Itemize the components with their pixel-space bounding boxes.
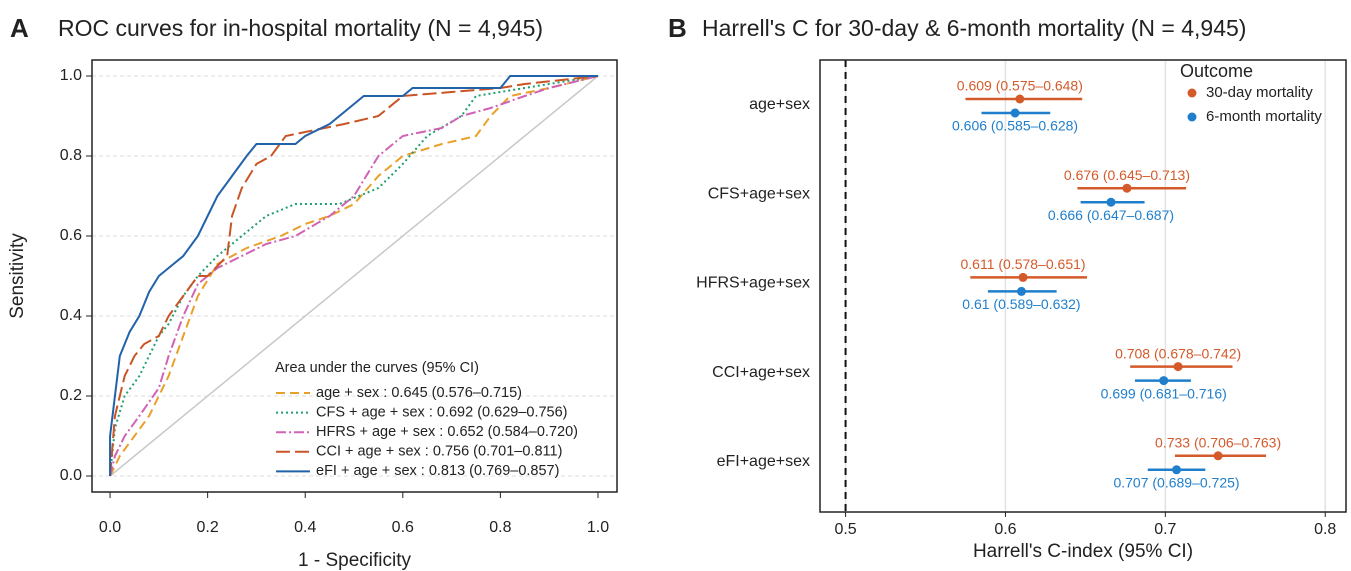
roc-curve [109, 75, 599, 477]
value-label: 0.606 (0.585–0.628) [952, 118, 1078, 134]
value-label: 0.707 (0.689–0.725) [1113, 475, 1239, 491]
point [1172, 465, 1182, 475]
y-tick-label: age+sex [749, 96, 810, 113]
y-tick-label: 0.0 [60, 467, 82, 484]
diagonal [109, 75, 599, 477]
value-label: 0.666 (0.647–0.687) [1048, 207, 1174, 223]
value-label: 0.733 (0.706–0.763) [1155, 435, 1281, 451]
x-tick-label: 0.0 [99, 519, 121, 536]
x-tick-label: 0.5 [834, 521, 856, 538]
panel-label: A [10, 13, 29, 43]
y-tick-label: eFI+age+sex [717, 453, 810, 470]
legend-label: HFRS + age + sex : 0.652 (0.584–0.720) [316, 424, 578, 440]
plot-frame [819, 59, 1347, 513]
y-tick-label: HFRS+age+sex [696, 275, 810, 292]
value-label: 0.61 (0.589–0.632) [962, 296, 1080, 312]
legend-swatch [1187, 88, 1197, 98]
y-tick-label: 0.2 [60, 387, 82, 404]
roc-curve [109, 75, 599, 477]
y-tick-label: 0.4 [60, 307, 82, 324]
value-label: 0.609 (0.575–0.648) [957, 78, 1083, 94]
y-tick-label: CFS+age+sex [708, 185, 810, 202]
legend-title: Area under the curves (95% CI) [275, 360, 479, 376]
point [1106, 197, 1116, 207]
y-tick-label: 1.0 [60, 67, 82, 84]
point [1010, 108, 1020, 118]
value-label: 0.676 (0.645–0.713) [1064, 167, 1190, 183]
chart-title: ROC curves for in-hospital mortality (N … [58, 15, 543, 41]
value-label: 0.708 (0.678–0.742) [1115, 345, 1241, 361]
legend-swatch [1187, 112, 1197, 122]
y-axis-label: Sensitivity [7, 233, 28, 319]
x-tick-label: 0.8 [489, 519, 511, 536]
legend-label: age + sex : 0.645 (0.576–0.715) [316, 385, 522, 401]
plot-frame [91, 59, 618, 493]
y-tick-label: CCI+age+sex [712, 364, 810, 381]
x-axis-label: 1 - Specificity [298, 550, 411, 571]
panel-label: B [668, 13, 687, 43]
value-label: 0.611 (0.578–0.651) [961, 256, 1086, 272]
point [1213, 451, 1223, 461]
x-tick-label: 0.4 [294, 519, 316, 536]
x-tick-label: 0.8 [1314, 521, 1336, 538]
legend-label: 6-month mortality [1206, 108, 1322, 125]
roc-curve [109, 75, 598, 476]
value-label: 0.699 (0.681–0.716) [1101, 385, 1227, 401]
point [1173, 362, 1183, 372]
point [1122, 183, 1132, 193]
x-tick-label: 0.6 [392, 519, 414, 536]
x-axis-label: Harrell's C-index (95% CI) [973, 541, 1193, 562]
x-tick-label: 1.0 [587, 519, 609, 536]
legend-label: CFS + age + sex : 0.692 (0.629–0.756) [316, 404, 568, 420]
legend-label: CCI + age + sex : 0.756 (0.701–0.811) [316, 444, 562, 460]
x-tick-label: 0.7 [1154, 521, 1176, 538]
y-tick-label: 0.8 [60, 147, 82, 164]
roc-curve [109, 75, 599, 477]
point [1015, 94, 1025, 104]
legend-label: 30-day mortality [1206, 84, 1313, 101]
legend-title: Outcome [1180, 61, 1253, 81]
chart-title: Harrell's C for 30-day & 6-month mortali… [702, 15, 1246, 41]
y-tick-label: 0.6 [60, 227, 82, 244]
x-tick-label: 0.6 [994, 521, 1016, 538]
point [1016, 286, 1026, 296]
point [1159, 376, 1169, 386]
legend-label: eFI + age + sex : 0.813 (0.769–0.857) [316, 463, 559, 479]
x-tick-label: 0.2 [197, 519, 219, 536]
point [1018, 272, 1028, 282]
